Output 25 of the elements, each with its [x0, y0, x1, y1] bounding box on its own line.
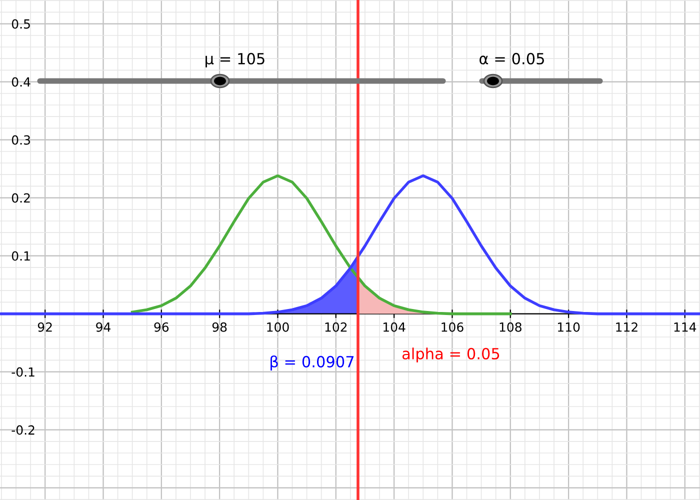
y-tick-label: 0.3: [12, 135, 30, 145]
x-tick-label: 98: [212, 322, 227, 332]
y-tick-label: 0.4: [12, 77, 30, 87]
x-tick-label: 104: [384, 322, 406, 332]
x-tick-label: 108: [500, 322, 522, 332]
y-tick-label: -0.1: [12, 367, 34, 377]
x-tick-label: 92: [38, 322, 52, 332]
annotation: μ = 105: [206, 52, 264, 68]
x-tick-label: 112: [616, 322, 638, 332]
line-series: [130, 174, 512, 316]
annotation: alpha = 0.05: [402, 348, 500, 362]
annotation: β = 0.0907: [270, 356, 354, 370]
x-tick-label: 114: [674, 322, 696, 332]
x-tick-label: 106: [442, 322, 464, 332]
y-tick-label: 0.2: [12, 193, 30, 203]
y-tick-label: 0.5: [12, 19, 30, 29]
x-tick-label: 100: [267, 322, 289, 332]
annotation: α = 0.05: [480, 52, 544, 64]
line-series: [0, 174, 700, 316]
x-tick-label: 94: [96, 322, 110, 332]
y-tick-label: 0.1: [12, 251, 30, 261]
x-tick-label: 110: [558, 322, 580, 332]
x-tick-label: 102: [325, 322, 347, 332]
x-tick-label: 96: [154, 322, 169, 332]
y-tick-label: -0.2: [12, 425, 34, 435]
